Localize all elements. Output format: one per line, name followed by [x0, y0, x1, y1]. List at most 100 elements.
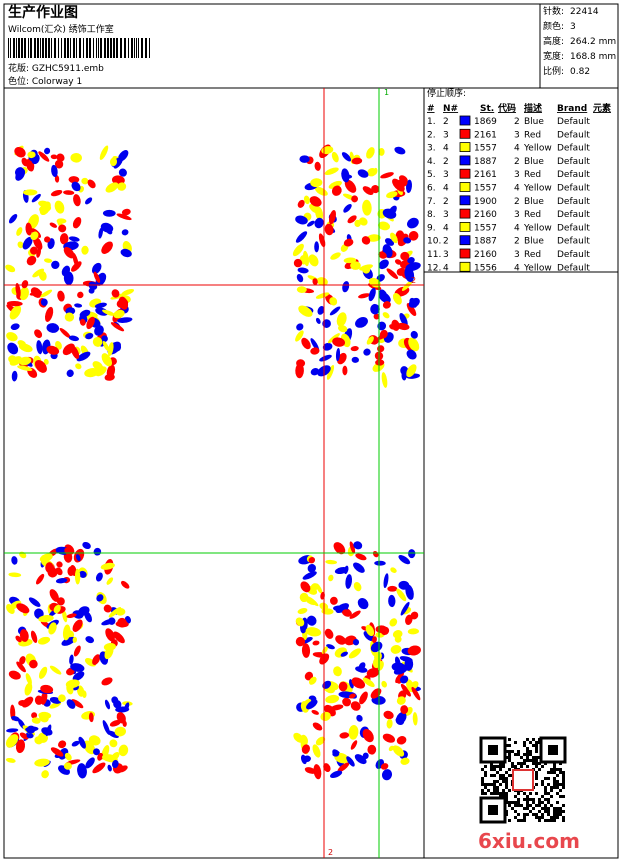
swatch — [459, 115, 471, 126]
stitch-fill — [56, 561, 63, 568]
stitch-fill — [6, 300, 23, 307]
stitch-fill — [38, 732, 48, 743]
stitch-fill — [337, 762, 350, 773]
stitch-fill — [15, 635, 22, 643]
qr-cell — [556, 810, 559, 813]
row-index: 1. — [427, 117, 436, 127]
stitch-fill — [111, 696, 119, 704]
bar — [134, 38, 135, 58]
bar — [54, 38, 56, 58]
stitch-fill — [85, 757, 95, 769]
qr-cell — [493, 780, 496, 783]
stitch-fill — [368, 287, 376, 302]
row-index: 3. — [427, 144, 436, 154]
qr-cell — [481, 768, 484, 771]
column-header: N# — [443, 104, 458, 114]
stitch-fill — [74, 303, 83, 308]
qr-cell — [520, 819, 523, 822]
stitch-fill — [410, 330, 418, 339]
stop: 2 — [514, 237, 520, 247]
bar — [58, 38, 59, 58]
stitch-fill — [16, 661, 26, 673]
stitch-fill — [82, 690, 87, 699]
stitch-fill — [392, 292, 402, 305]
stop: 3 — [514, 130, 520, 140]
stitch-fill — [296, 323, 304, 331]
description: Red — [524, 170, 541, 180]
stitch-fill — [24, 682, 33, 696]
stitch-fill — [55, 578, 68, 584]
stop: 2 — [514, 117, 520, 127]
qr-cell — [520, 762, 523, 765]
swatch — [459, 235, 471, 246]
qr-cell — [547, 783, 550, 786]
qr-cell — [535, 741, 538, 744]
qr-cell — [538, 798, 541, 801]
qr-finder — [488, 745, 498, 755]
description: Yellow — [523, 263, 552, 273]
stitch-fill — [107, 342, 114, 357]
stitch-fill — [392, 630, 403, 639]
stitch-fill — [331, 151, 339, 163]
stitch-fill — [332, 337, 346, 347]
swatch — [459, 155, 471, 166]
qr-cell — [493, 768, 496, 771]
info-value: 0.82 — [570, 67, 590, 77]
qr-cell — [553, 765, 556, 768]
brand: Default — [557, 117, 590, 127]
stitch-fill — [109, 157, 118, 167]
stitch-fill — [388, 745, 395, 752]
stitch-fill — [355, 666, 368, 673]
stitch-fill — [386, 268, 399, 279]
stitch-fill — [48, 622, 57, 635]
swatch — [459, 128, 471, 139]
bar — [45, 38, 47, 58]
qr-cell — [529, 798, 532, 801]
stitch-fill — [6, 332, 18, 342]
stitch-fill — [85, 197, 93, 205]
stitch-fill — [293, 732, 304, 743]
stitch-fill — [72, 619, 83, 632]
brand: Default — [557, 210, 590, 220]
stitch-fill — [36, 573, 45, 585]
bar — [128, 38, 129, 58]
stitch-fill — [79, 309, 91, 318]
qr-cell — [487, 783, 490, 786]
stitch-fill — [353, 541, 363, 550]
stitch-fill — [362, 199, 372, 216]
stitch-fill — [382, 312, 390, 319]
swatch — [459, 261, 471, 272]
bar — [40, 38, 41, 58]
qr-cell — [517, 753, 520, 756]
stitch-fill — [43, 258, 53, 263]
qr-cell — [535, 750, 538, 753]
stitch-fill — [295, 231, 308, 243]
qr-cell — [523, 744, 526, 747]
stitch-fill — [378, 147, 385, 156]
qr-cell — [490, 783, 493, 786]
stitch-fill — [31, 712, 38, 719]
qr-cell — [523, 813, 526, 816]
stitch-fill — [97, 752, 104, 761]
qr-cell — [499, 768, 502, 771]
colorway: 色位: Colorway 1 — [8, 75, 82, 87]
stitch-fill — [101, 353, 113, 367]
stitch-fill — [45, 724, 52, 737]
qr-cell — [556, 780, 559, 783]
stitch-fill — [40, 684, 54, 694]
stitch-fill — [351, 356, 359, 363]
stitch-fill — [64, 312, 75, 322]
stitch-fill — [336, 312, 347, 327]
stitch-fill — [62, 624, 71, 641]
stitch-fill — [349, 541, 356, 554]
qr-finder — [548, 745, 558, 755]
stitch-fill — [301, 643, 311, 658]
stitch-fill — [41, 770, 49, 779]
stitch-fill — [292, 243, 304, 257]
stitch-fill — [307, 220, 315, 227]
stitch-fill — [324, 223, 334, 236]
stitch-fill — [359, 217, 368, 226]
stitch-fill — [400, 251, 410, 261]
stitch-fill — [342, 281, 350, 293]
code: 1557 — [474, 144, 497, 154]
